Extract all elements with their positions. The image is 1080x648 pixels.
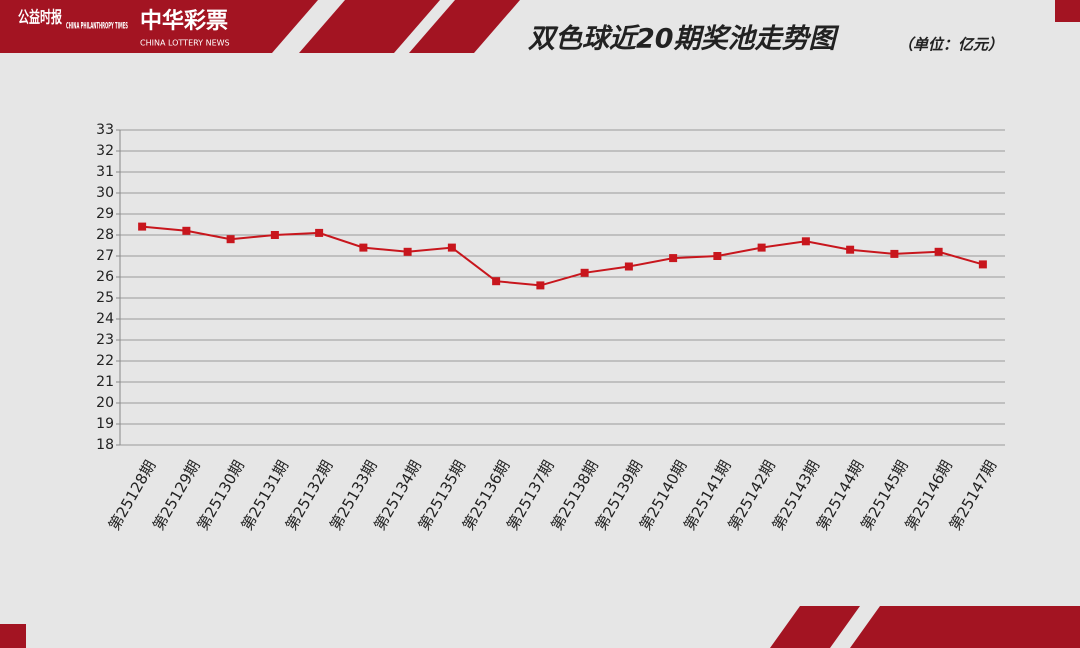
y-tick-label: 31 — [96, 164, 114, 180]
marker — [536, 281, 545, 290]
brand-en: CHINA PHILANTHROPY TIMES — [66, 22, 128, 32]
y-tick-label: 22 — [96, 353, 114, 369]
y-tick-label: 24 — [96, 311, 114, 327]
y-tick-label: 23 — [96, 332, 114, 348]
header-band — [0, 0, 318, 53]
y-tick-label: 26 — [96, 269, 114, 285]
marker — [226, 235, 235, 244]
marker — [359, 243, 368, 252]
y-tick-label: 19 — [96, 416, 114, 432]
y-tick-label: 28 — [96, 227, 114, 243]
y-tick-label: 30 — [96, 185, 114, 201]
y-tick-label: 29 — [96, 206, 114, 222]
y-tick-label: 20 — [96, 395, 114, 411]
line — [142, 225, 984, 287]
marker — [801, 237, 810, 246]
y-tick-label: 18 — [96, 437, 114, 453]
marker — [270, 231, 279, 239]
marker — [713, 252, 722, 260]
marker — [624, 262, 633, 271]
marker — [978, 260, 987, 269]
partner: 中华彩票 — [140, 8, 228, 34]
marker — [492, 277, 501, 286]
y-tick-label: 21 — [96, 374, 114, 390]
marker — [846, 245, 855, 254]
marker — [580, 268, 589, 277]
header-stripe — [1055, 0, 1080, 22]
partner-en: CHINA LOTTERY NEWS — [140, 39, 230, 48]
footer-block — [0, 624, 26, 648]
marker — [315, 228, 324, 237]
footer-stripe — [770, 606, 860, 648]
marker — [669, 254, 678, 263]
marker — [934, 247, 943, 256]
marker — [182, 226, 191, 235]
marker — [757, 243, 766, 252]
chart-title: 双色球近20期奖池走势图 — [527, 24, 840, 55]
y-tick-label: 25 — [96, 290, 114, 306]
brand: 公益时报 — [18, 8, 62, 27]
marker — [403, 247, 412, 256]
marker — [138, 222, 147, 231]
footer-stripe — [850, 606, 1080, 648]
marker — [447, 243, 456, 252]
header-stripe — [299, 0, 440, 53]
marker — [890, 249, 899, 258]
header-stripe — [409, 0, 520, 53]
y-tick-label: 27 — [96, 248, 114, 264]
y-tick-label: 33 — [96, 122, 114, 138]
chart-subtitle: （单位：亿元） — [898, 36, 1003, 54]
y-tick-label: 32 — [96, 143, 114, 159]
